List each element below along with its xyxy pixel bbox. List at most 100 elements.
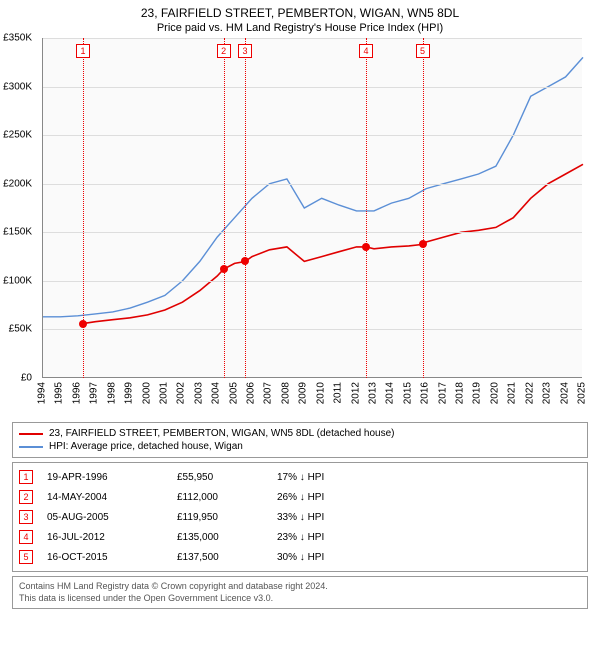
row-date: 05-AUG-2005: [47, 512, 177, 523]
x-tick-label: 2017: [437, 382, 448, 404]
gridline: [43, 184, 582, 185]
row-date: 14-MAY-2004: [47, 492, 177, 503]
marker-box: 1: [76, 44, 90, 58]
x-tick-label: 2015: [402, 382, 413, 404]
footer: Contains HM Land Registry data © Crown c…: [12, 576, 588, 609]
marker-dot: [241, 257, 249, 265]
marker-vline: [366, 38, 367, 378]
legend-row: 23, FAIRFIELD STREET, PEMBERTON, WIGAN, …: [19, 427, 581, 440]
legend-swatch: [19, 433, 43, 435]
table-row: 3 05-AUG-2005£119,95033% ↓ HPI: [19, 507, 581, 527]
marker-vline: [245, 38, 246, 378]
gridline: [43, 87, 582, 88]
y-tick-label: £300K: [3, 81, 32, 92]
row-date: 16-OCT-2015: [47, 552, 177, 563]
x-tick-label: 2025: [577, 382, 588, 404]
table-row: 4 16-JUL-2012£135,00023% ↓ HPI: [19, 527, 581, 547]
y-tick-label: £200K: [3, 178, 32, 189]
legend-label: 23, FAIRFIELD STREET, PEMBERTON, WIGAN, …: [49, 428, 394, 439]
x-tick-label: 2018: [455, 382, 466, 404]
row-marker-box: 5: [19, 550, 33, 564]
marker-box: 4: [359, 44, 373, 58]
table-row: 119-APR-1996£55,95017% ↓ HPI: [19, 467, 581, 487]
legend-swatch: [19, 446, 43, 448]
x-tick-label: 2000: [141, 382, 152, 404]
plot-area: 12345: [42, 38, 582, 378]
x-tick-label: 2020: [489, 382, 500, 404]
chart-subtitle: Price paid vs. HM Land Registry's House …: [0, 20, 600, 38]
row-date: 19-APR-1996: [47, 472, 177, 483]
y-tick-label: £350K: [3, 33, 32, 44]
x-tick-label: 1995: [54, 382, 65, 404]
y-tick-label: £50K: [9, 324, 32, 335]
x-tick-label: 2009: [298, 382, 309, 404]
legend: 23, FAIRFIELD STREET, PEMBERTON, WIGAN, …: [12, 422, 588, 458]
chart-area: £0£50K£100K£150K£200K£250K£300K£350K 123…: [36, 38, 596, 418]
gridline: [43, 281, 582, 282]
row-date: 16-JUL-2012: [47, 532, 177, 543]
transaction-table: 119-APR-1996£55,95017% ↓ HPI 2 14-MAY-2004…: [12, 462, 588, 572]
marker-dot: [419, 240, 427, 248]
row-marker-box: 3: [19, 510, 33, 524]
x-tick-label: 1996: [71, 382, 82, 404]
row-price: £55,950: [177, 472, 277, 483]
series-line: [43, 57, 583, 316]
x-tick-label: 2011: [333, 382, 344, 404]
x-tick-label: 2002: [176, 382, 187, 404]
row-pct: 17% ↓ HPI: [277, 472, 377, 483]
x-tick-label: 2006: [246, 382, 257, 404]
x-tick-label: 2014: [385, 382, 396, 404]
gridline: [43, 38, 582, 39]
marker-dot: [362, 243, 370, 251]
x-tick-label: 1998: [106, 382, 117, 404]
series-line: [83, 164, 583, 323]
row-marker-box: 4: [19, 530, 33, 544]
marker-vline: [224, 38, 225, 378]
x-tick-label: 1997: [89, 382, 100, 404]
x-tick-label: 2021: [507, 382, 518, 404]
chart-container: 23, FAIRFIELD STREET, PEMBERTON, WIGAN, …: [0, 0, 600, 650]
row-marker-box: 2: [19, 490, 33, 504]
x-tick-label: 2001: [158, 382, 169, 404]
x-tick-label: 2022: [524, 382, 535, 404]
row-price: £112,000: [177, 492, 277, 503]
x-tick-label: 2019: [472, 382, 483, 404]
x-tick-label: 2004: [211, 382, 222, 404]
y-axis: £0£50K£100K£150K£200K£250K£300K£350K: [0, 38, 36, 378]
x-tick-label: 2003: [193, 382, 204, 404]
row-price: £137,500: [177, 552, 277, 563]
table-row: 2 14-MAY-2004£112,00026% ↓ HPI: [19, 487, 581, 507]
row-pct: 26% ↓ HPI: [277, 492, 377, 503]
legend-label: HPI: Average price, detached house, Wiga…: [49, 441, 243, 452]
marker-box: 5: [416, 44, 430, 58]
marker-vline: [423, 38, 424, 378]
x-tick-label: 2012: [350, 382, 361, 404]
x-tick-label: 1999: [124, 382, 135, 404]
gridline: [43, 329, 582, 330]
marker-box: 3: [238, 44, 252, 58]
table-row: 5 16-OCT-2015£137,50030% ↓ HPI: [19, 547, 581, 567]
footer-line: Contains HM Land Registry data © Crown c…: [19, 581, 581, 593]
x-tick-label: 1994: [37, 382, 48, 404]
y-tick-label: £250K: [3, 130, 32, 141]
x-tick-label: 2013: [367, 382, 378, 404]
legend-row: HPI: Average price, detached house, Wiga…: [19, 440, 581, 453]
footer-line: This data is licensed under the Open Gov…: [19, 593, 581, 605]
row-price: £135,000: [177, 532, 277, 543]
y-tick-label: £100K: [3, 275, 32, 286]
row-pct: 30% ↓ HPI: [277, 552, 377, 563]
x-tick-label: 2005: [228, 382, 239, 404]
x-tick-label: 2016: [420, 382, 431, 404]
marker-dot: [79, 320, 87, 328]
gridline: [43, 135, 582, 136]
x-tick-label: 2010: [315, 382, 326, 404]
row-price: £119,950: [177, 512, 277, 523]
row-pct: 33% ↓ HPI: [277, 512, 377, 523]
x-tick-label: 2024: [559, 382, 570, 404]
x-tick-label: 2007: [263, 382, 274, 404]
marker-dot: [220, 265, 228, 273]
y-tick-label: £150K: [3, 227, 32, 238]
gridline: [43, 232, 582, 233]
line-svg: [43, 38, 583, 378]
row-pct: 23% ↓ HPI: [277, 532, 377, 543]
